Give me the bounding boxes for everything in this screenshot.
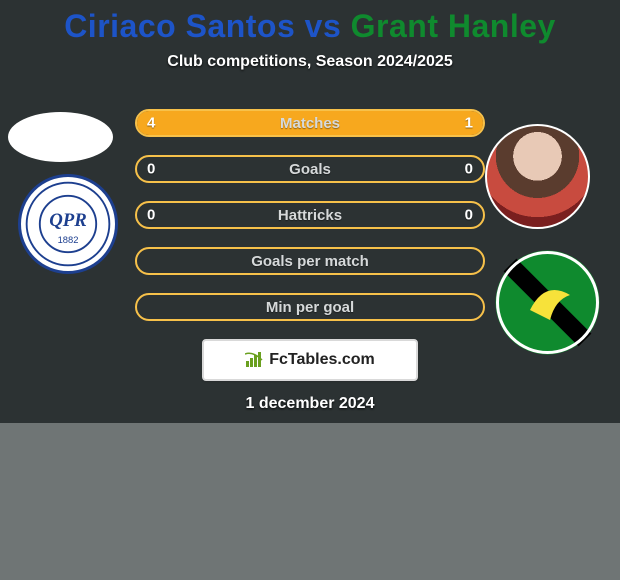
stat-row: 0 0 Hattricks xyxy=(135,201,485,229)
stat-value-left: 4 xyxy=(147,115,155,132)
svg-text:QPR: QPR xyxy=(49,210,87,231)
source-badge-text: FcTables.com xyxy=(269,351,375,369)
stat-label: Hattricks xyxy=(278,207,342,224)
player-right-photo xyxy=(485,124,590,229)
source-badge: FcTables.com xyxy=(202,339,418,381)
stat-label: Goals xyxy=(289,161,331,178)
stats-panel: 4 1 Matches 0 0 Goals 0 0 Hattricks Goals per mat… xyxy=(135,109,485,321)
stat-value-right: 0 xyxy=(465,161,473,178)
stat-row: Goals per match xyxy=(135,247,485,275)
svg-text:1882: 1882 xyxy=(58,234,79,245)
club-right-crest xyxy=(495,250,600,355)
stat-value-right: 1 xyxy=(465,115,473,132)
stat-bar-left xyxy=(137,111,414,135)
date-label: 1 december 2024 xyxy=(0,395,620,413)
stat-value-right: 0 xyxy=(465,207,473,224)
stat-value-left: 0 xyxy=(147,161,155,178)
club-left-crest: QPR 1882 xyxy=(18,174,118,274)
stat-row: 0 0 Goals xyxy=(135,155,485,183)
stat-label: Goals per match xyxy=(251,253,369,270)
player-left-photo xyxy=(8,112,113,162)
stat-value-left: 0 xyxy=(147,207,155,224)
chart-bars-icon xyxy=(245,352,265,368)
stat-label: Min per goal xyxy=(266,299,354,316)
stat-row: 4 1 Matches xyxy=(135,109,485,137)
stat-row: Min per goal xyxy=(135,293,485,321)
stat-label: Matches xyxy=(280,115,340,132)
page-title: Ciriaco Santos vs Grant Hanley xyxy=(0,0,620,45)
subtitle: Club competitions, Season 2024/2025 xyxy=(0,53,620,71)
